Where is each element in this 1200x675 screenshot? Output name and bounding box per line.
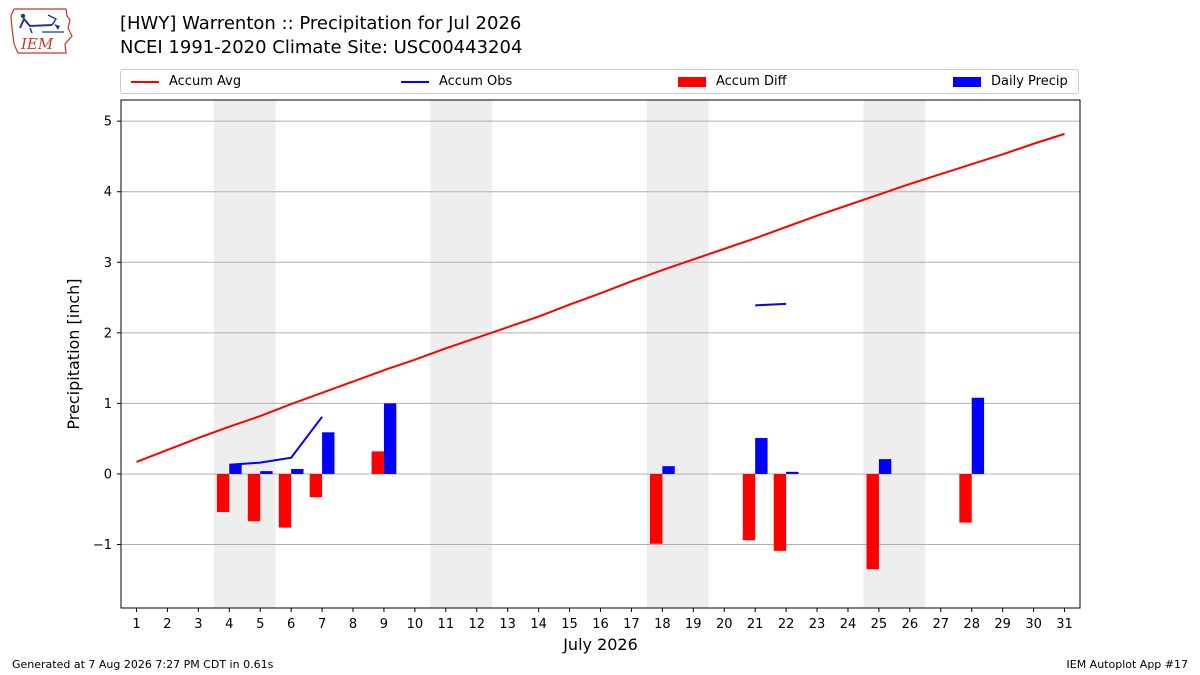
legend-swatch-daily-precip <box>953 76 981 87</box>
legend-item-accum-obs: Accum Obs <box>401 73 512 91</box>
x-tick-label: 11 <box>438 617 455 632</box>
y-tick-label: 1 <box>104 397 112 412</box>
x-tick-label: 26 <box>902 617 919 632</box>
bar-series <box>216 397 985 570</box>
x-tick-label: 28 <box>963 617 980 632</box>
accum-diff-bar <box>309 473 323 498</box>
y-tick-label: 3 <box>104 256 112 271</box>
daily-precip-bar <box>971 397 985 474</box>
daily-precip-bar <box>383 403 397 474</box>
legend-label-accum-avg: Accum Avg <box>169 74 242 89</box>
weekend-band <box>213 100 276 608</box>
legend-label-accum-diff: Accum Diff <box>716 74 787 89</box>
accum-diff-bar <box>247 473 261 522</box>
x-tick-label: 6 <box>287 617 295 632</box>
footer-generated-text: Generated at 7 Aug 2026 7:27 PM CDT in 0… <box>12 658 274 671</box>
x-tick-label: 10 <box>407 617 424 632</box>
x-axis-ticks: 1 2 3 4 5 6 7 8 9 10 11 12 13 14 15 16 17 18 19 20 21 22 23 24 2… <box>132 608 1073 632</box>
x-tick-label: 2 <box>163 617 171 632</box>
iem-logo-text: IEM <box>20 35 54 53</box>
x-tick-label: 31 <box>1056 617 1073 632</box>
x-tick-label: 27 <box>933 617 950 632</box>
x-tick-label: 16 <box>592 617 609 632</box>
y-gridlines <box>121 120 1080 545</box>
chart-title: [HWY] Warrenton :: Precipitation for Jul… <box>120 13 522 34</box>
y-axis-ticks: −1 0 1 2 3 4 5 <box>93 115 121 553</box>
accum-diff-bar <box>216 473 230 513</box>
accum-obs-line <box>229 416 323 466</box>
x-tick-label: 1 <box>132 617 140 632</box>
line-series <box>136 132 1065 466</box>
accum-diff-bar <box>278 473 292 528</box>
daily-precip-bar <box>291 469 304 474</box>
x-tick-label: 25 <box>871 617 888 632</box>
x-tick-label: 19 <box>685 617 702 632</box>
x-tick-label: 21 <box>747 617 764 632</box>
footer-app-text: IEM Autoplot App #17 <box>1066 658 1189 671</box>
accum-diff-bar <box>959 473 972 523</box>
x-tick-label: 17 <box>623 617 640 632</box>
accum-diff-bar <box>649 473 663 544</box>
chart-subtitle: NCEI 1991-2020 Climate Site: USC00443204 <box>120 37 523 58</box>
y-tick-label: 5 <box>104 115 112 130</box>
x-tick-label: 18 <box>654 617 671 632</box>
y-axis-label: Precipitation [inch] <box>64 278 83 429</box>
x-tick-label: 30 <box>1025 617 1042 632</box>
daily-precip-bar <box>322 432 335 474</box>
y-tick-label: 4 <box>104 185 112 200</box>
x-tick-label: 5 <box>256 617 264 632</box>
accum-diff-bar <box>742 473 756 541</box>
daily-precip-bar <box>755 437 768 474</box>
x-tick-label: 7 <box>318 617 326 632</box>
x-tick-label: 20 <box>716 617 733 632</box>
accum-diff-bar <box>773 473 787 551</box>
daily-precip-bar <box>878 459 892 474</box>
legend-item-daily-precip: Daily Precip <box>953 73 1068 91</box>
x-axis-label: July 2026 <box>562 635 638 654</box>
weekend-band <box>430 100 493 608</box>
x-tick-label: 15 <box>561 617 578 632</box>
y-tick-label: −1 <box>93 538 112 553</box>
daily-precip-bar <box>662 466 675 474</box>
accum-avg-line <box>136 132 1065 463</box>
x-tick-label: 4 <box>225 617 233 632</box>
x-tick-label: 13 <box>499 617 516 632</box>
weekend-shading <box>213 100 926 608</box>
daily-precip-bar <box>786 471 799 474</box>
legend-swatch-accum-avg <box>131 80 159 83</box>
iem-logo: IEM <box>10 8 73 54</box>
x-tick-label: 14 <box>530 617 547 632</box>
legend-swatch-accum-obs <box>401 80 429 83</box>
accum-obs-line <box>755 302 787 307</box>
legend-item-accum-diff: Accum Diff <box>678 73 787 91</box>
x-tick-label: 8 <box>349 617 357 632</box>
daily-precip-bar <box>229 464 242 474</box>
x-tick-label: 29 <box>994 617 1011 632</box>
accum-diff-bar <box>371 451 384 474</box>
x-tick-label: 3 <box>194 617 202 632</box>
x-tick-label: 9 <box>380 617 388 632</box>
legend-label-accum-obs: Accum Obs <box>439 74 513 89</box>
x-tick-label: 22 <box>778 617 795 632</box>
legend-swatch-accum-diff <box>678 76 706 87</box>
chart-legend: Accum Avg Accum Obs Accum Diff Daily Pre… <box>120 69 1079 94</box>
y-tick-label: 2 <box>104 326 112 341</box>
x-tick-label: 12 <box>468 617 485 632</box>
y-tick-label: 0 <box>104 467 112 482</box>
x-tick-label: 24 <box>840 617 857 632</box>
accum-diff-bar <box>866 473 879 570</box>
legend-item-accum-avg: Accum Avg <box>131 73 241 91</box>
x-tick-label: 23 <box>809 617 826 632</box>
daily-precip-bar <box>260 471 273 474</box>
legend-label-daily-precip: Daily Precip <box>991 74 1068 89</box>
